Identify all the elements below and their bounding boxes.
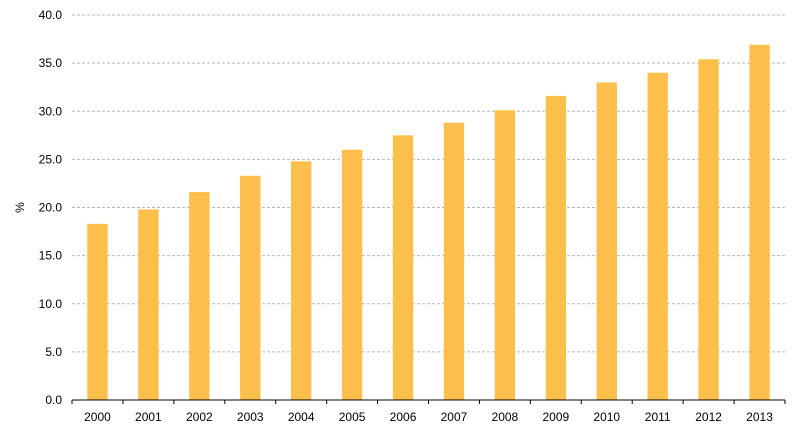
x-tick-label: 2002 <box>186 410 213 424</box>
y-tick-label: 35.0 <box>39 56 63 70</box>
bar-2008 <box>494 110 516 400</box>
bar-2009 <box>545 95 567 400</box>
bar-2010 <box>596 82 617 400</box>
x-tick-label: 2001 <box>135 410 162 424</box>
y-tick-label: 15.0 <box>39 249 63 263</box>
x-tick-label: 2013 <box>746 410 773 424</box>
y-tick-labels: 0.0 5.0 10.0 15.0 20.0 25.0 30.0 35.0 40.0 <box>39 8 63 407</box>
x-tick-label: 2008 <box>492 410 519 424</box>
y-axis-label: % <box>13 202 27 213</box>
y-tick-label: 20.0 <box>39 201 63 215</box>
y-tick-label: 30.0 <box>39 104 63 118</box>
bar-2007 <box>443 122 465 401</box>
x-tick-label: 2003 <box>237 410 264 424</box>
bar-2005 <box>341 149 363 400</box>
bar-2011 <box>647 72 668 400</box>
gridlines <box>72 14 785 353</box>
bar-2013 <box>749 44 770 401</box>
y-tick-label: 10.0 <box>39 297 63 311</box>
x-tick-label: 2005 <box>339 410 366 424</box>
x-tick-label: 2011 <box>645 410 671 424</box>
x-tick-label: 2000 <box>84 410 111 424</box>
y-tick-label: 25.0 <box>39 152 63 166</box>
y-tick-label: 40.0 <box>39 8 63 22</box>
bar-2003 <box>240 175 261 400</box>
axes <box>71 399 786 404</box>
x-tick-label: 2007 <box>441 410 468 424</box>
bar-2004 <box>290 161 312 400</box>
y-tick-label: 5.0 <box>45 345 62 359</box>
x-tick-label: 2006 <box>390 410 417 424</box>
bars <box>87 44 770 401</box>
x-tick-label: 2004 <box>288 410 315 424</box>
bar-2001 <box>138 209 159 400</box>
x-tick-label: 2009 <box>542 410 569 424</box>
x-tick-label: 2010 <box>593 410 620 424</box>
bar-2000 <box>87 223 108 400</box>
x-tick-labels: 2000 2001 2002 2003 2004 2005 2006 2007 2008 2009… <box>84 410 773 424</box>
bar-2012 <box>698 59 719 401</box>
bar-2006 <box>392 135 414 400</box>
x-tick-label: 2012 <box>695 410 722 424</box>
y-tick-label: 0.0 <box>45 393 62 407</box>
bar-2002 <box>189 192 210 400</box>
